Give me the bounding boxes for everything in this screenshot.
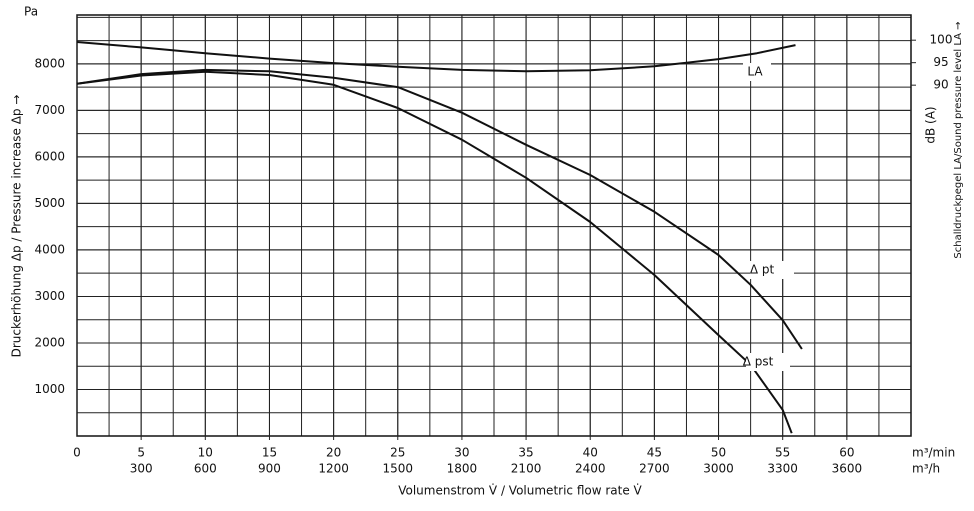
- x-tick-label: 40: [583, 446, 598, 460]
- x-tick-label: 55: [775, 446, 790, 460]
- y-tick-label: 4000: [34, 242, 65, 256]
- x2-tick-label: 2400: [575, 462, 606, 476]
- y-tick-label: 8000: [34, 56, 65, 70]
- y-tick-label: 2000: [34, 335, 65, 349]
- x-tick-label: 45: [647, 446, 662, 460]
- x2-tick-label: 3000: [703, 462, 734, 476]
- x-tick-label: 35: [518, 446, 533, 460]
- y-tick-label: 5000: [34, 196, 65, 210]
- x2-tick-label: 300: [130, 462, 153, 476]
- series-label: Δ pst: [743, 355, 774, 369]
- x2-unit: m³/h: [912, 462, 940, 476]
- x-tick-label: 20: [326, 446, 341, 460]
- x-tick-label: 60: [839, 446, 854, 460]
- x-tick-label: 0: [73, 446, 81, 460]
- label-bg: [750, 261, 794, 279]
- series-line: [76, 68, 803, 350]
- y-unit: Pa: [24, 5, 38, 19]
- label-bg: [746, 353, 790, 371]
- x2-tick-label: 2700: [639, 462, 670, 476]
- x2-tick-label: 3300: [767, 462, 798, 476]
- x-unit: m³/min: [912, 446, 955, 460]
- y2-unit: dB (A): [924, 106, 938, 143]
- y-tick-label: 1000: [34, 382, 65, 396]
- y-tick-label: 6000: [34, 149, 65, 163]
- y2-tick-label: 95: [933, 55, 948, 69]
- series-line: [76, 70, 793, 434]
- x2-tick-label: 1500: [382, 462, 413, 476]
- label-bg: [743, 63, 771, 81]
- x2-tick-label: 600: [194, 462, 217, 476]
- series-label: LA: [747, 65, 763, 79]
- y-tick-label: 3000: [34, 289, 65, 303]
- x2-tick-label: 2100: [511, 462, 542, 476]
- y2-tick-label: 100: [930, 33, 953, 47]
- series-label: Δ pt: [750, 263, 775, 277]
- x-tick-label: 15: [262, 446, 277, 460]
- x2-tick-label: 3600: [832, 462, 863, 476]
- x-tick-label: 50: [711, 446, 726, 460]
- y2-tick-label: 90: [933, 78, 948, 92]
- x-tick-label: 30: [454, 446, 469, 460]
- series-line: [76, 41, 796, 73]
- x-tick-label: 25: [390, 446, 405, 460]
- y-axis-title: Druckerhöhung Δp / Pressure increase Δp …: [10, 95, 24, 358]
- x2-tick-label: 900: [258, 462, 281, 476]
- x-tick-label: 5: [137, 446, 145, 460]
- x-tick-label: 10: [198, 446, 213, 460]
- y-tick-label: 7000: [34, 103, 65, 117]
- x-axis-title: Volumenstrom V̇ / Volumetric flow rate V…: [398, 483, 642, 497]
- y2-axis-title: Schalldruckpegel LA/Sound pressure level…: [953, 21, 964, 258]
- x2-tick-label: 1200: [318, 462, 349, 476]
- x2-tick-label: 1800: [447, 462, 478, 476]
